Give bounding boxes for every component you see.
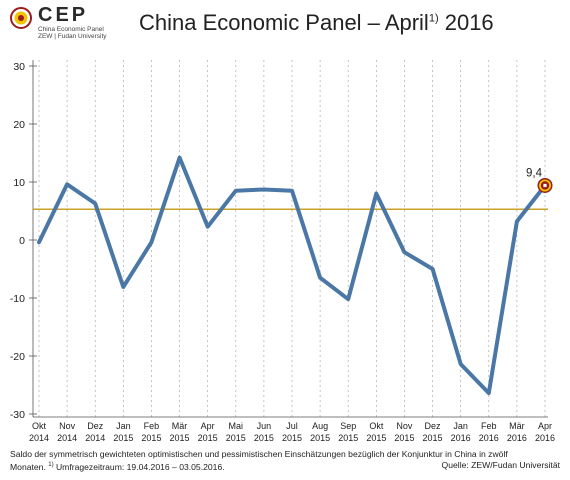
x-tick-label-year: 2016 [507, 433, 527, 443]
source-note: Quelle: ZEW/Fudan Universität [441, 460, 560, 470]
series-group [37, 155, 553, 396]
x-tick-label-year: 2015 [394, 433, 414, 443]
footnote-line-2-rest: Umfragezeitraum: 19.04.2016 – 03.05.2016… [53, 461, 225, 472]
x-tick-label-month: Jul [286, 421, 298, 431]
x-tick-label-year: 2014 [85, 433, 105, 443]
footnote: Saldo der symmetrisch gewichteten optimi… [10, 449, 560, 473]
last-point-marker-center [543, 183, 547, 188]
x-tick-label-month: Dez [87, 421, 104, 431]
x-tick-label-month: Jan [453, 421, 468, 431]
y-tick-label: 0 [19, 235, 25, 247]
chart-title-footnote-mark: 1) [428, 12, 439, 25]
footnote-line-2: Monaten. 1) Umfragezeitraum: 19.04.2016 … [10, 460, 560, 473]
chart-title: China Economic Panel – April1) 2016 [139, 10, 494, 36]
x-tick-label-year: 2016 [479, 433, 499, 443]
x-tick-label-month: Jun [257, 421, 272, 431]
x-tick-label-year: 2015 [282, 433, 302, 443]
chart-title-year: 2016 [438, 10, 494, 35]
x-tick-label-month: Nov [396, 421, 413, 431]
x-tick-label-month: Nov [59, 421, 76, 431]
x-tick-label-year: 2015 [113, 433, 133, 443]
y-tick-label: 30 [13, 61, 25, 73]
grid-lines [38, 60, 546, 417]
x-tick-label-month: Dez [425, 421, 442, 431]
x-tick-label-year: 2015 [366, 433, 386, 443]
x-tick-label-month: Feb [481, 421, 497, 431]
x-tick-label-month: Apr [538, 421, 552, 431]
x-tick-label-month: Okt [32, 421, 47, 431]
y-tick-label: 10 [13, 177, 25, 189]
logo-wordmark: CEP [38, 4, 89, 26]
x-tick-label-year: 2015 [423, 433, 443, 443]
x-tick-label-year: 2015 [254, 433, 274, 443]
cep-logo-icon [10, 7, 32, 29]
x-tick-label-month: Mär [509, 421, 525, 431]
logo-subtitle-2: ZEW | Fudan University [38, 33, 107, 40]
y-tick-label: -10 [10, 293, 25, 305]
y-tick-label: -30 [10, 409, 25, 421]
x-tick-label-year: 2014 [29, 433, 49, 443]
x-tick-label-month: Apr [201, 421, 215, 431]
last-value-label: 9,4 [526, 167, 543, 179]
x-tick-label-month: Sep [340, 421, 356, 431]
x-tick-label-year: 2014 [57, 433, 77, 443]
x-tick-label-year: 2015 [310, 433, 330, 443]
x-tick-label-month: Jan [116, 421, 131, 431]
x-tick-label-year: 2015 [198, 433, 218, 443]
cep-logo: CEP China Economic Panel ZEW | Fudan Uni… [10, 4, 130, 40]
x-tick-label-month: Mai [229, 421, 244, 431]
tick-labels: -30 -20 -10 0 10 20 30 Okt 2014 Nov 2014 Dez 2014 Jan… [10, 61, 555, 443]
series-line [37, 155, 547, 396]
x-tick-label-year: 2016 [451, 433, 471, 443]
x-tick-label-month: Okt [369, 421, 384, 431]
x-tick-label-month: Feb [144, 421, 160, 431]
axes [29, 60, 548, 418]
x-tick-label-month: Aug [312, 421, 328, 431]
x-tick-label-year: 2015 [226, 433, 246, 443]
y-tick-label: 20 [13, 119, 25, 131]
x-tick-label-year: 2015 [338, 433, 358, 443]
x-tick-label-year: 2015 [170, 433, 190, 443]
footnote-line-2-prefix: Monaten. [10, 461, 46, 472]
logo-subtitle-1: China Economic Panel [38, 26, 104, 33]
x-tick-label-year: 2015 [141, 433, 161, 443]
y-tick-label: -20 [10, 351, 25, 363]
footnote-line-2-mark: 1) [48, 462, 54, 468]
footnote-line-1: Saldo der symmetrisch gewichteten optimi… [10, 449, 508, 459]
line-chart: -30 -20 -10 0 10 20 30 Okt 2014 Nov 2014 Dez 2014 Jan… [10, 60, 555, 443]
chart-title-main: China Economic Panel – April [139, 10, 429, 35]
x-tick-label-year: 2016 [535, 433, 555, 443]
x-tick-label-month: Mär [172, 421, 188, 431]
